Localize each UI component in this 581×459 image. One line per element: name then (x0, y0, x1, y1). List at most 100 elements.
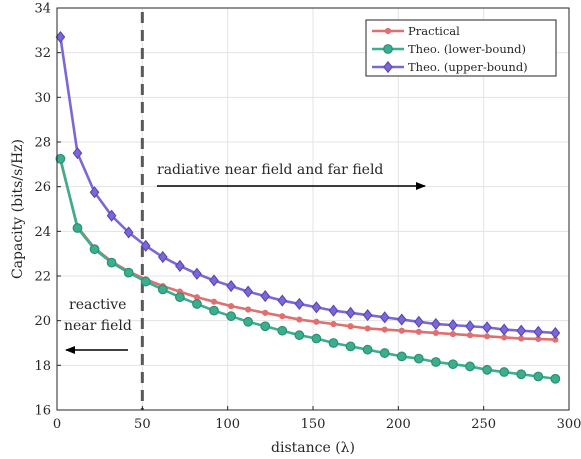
data-point (413, 353, 424, 364)
data-point (330, 320, 337, 328)
data-point (398, 327, 405, 334)
data-point (210, 298, 218, 305)
x-tick-label: 250 (471, 417, 496, 432)
data-point (430, 357, 441, 367)
data-point (296, 316, 303, 323)
data-point (384, 27, 392, 35)
data-point (533, 371, 544, 382)
data-point (396, 351, 407, 362)
data-point (209, 305, 219, 316)
legend-label: Theo. (lower-bound) (408, 42, 526, 56)
data-point (383, 60, 393, 74)
data-point (55, 153, 66, 164)
y-tick-label: 30 (34, 91, 51, 106)
x-tick-label: 150 (301, 417, 326, 432)
data-point (413, 315, 424, 328)
y-tick-label: 20 (34, 314, 51, 329)
annotation-reactive-line: near field (64, 318, 132, 334)
data-point (381, 326, 388, 333)
data-point (347, 323, 354, 330)
data-point (465, 361, 475, 372)
data-point (243, 316, 254, 327)
data-point (294, 330, 305, 341)
data-point (328, 304, 339, 317)
data-point (175, 259, 185, 273)
data-point (516, 324, 527, 337)
legend-entry: Theo. (upper-bound) (372, 60, 528, 74)
data-point (123, 226, 134, 239)
x-tick-label: 300 (557, 417, 581, 432)
y-tick-label: 28 (34, 136, 51, 151)
legend-entry: Theo. (lower-bound) (372, 42, 526, 56)
x-tick-label: 200 (386, 417, 411, 432)
data-point (328, 338, 339, 348)
data-point (550, 326, 561, 340)
data-point (140, 276, 151, 287)
annotation-radiative: radiative near field and far field (157, 162, 383, 178)
data-point (72, 147, 83, 160)
data-point (431, 317, 441, 331)
y-tick-label: 32 (34, 46, 51, 61)
data-point (89, 244, 100, 255)
data-point (533, 325, 544, 338)
y-tick-label: 24 (34, 225, 51, 240)
data-point (499, 367, 510, 377)
data-point (209, 274, 219, 287)
data-point (383, 44, 393, 54)
data-point (277, 294, 288, 307)
data-point (55, 30, 66, 44)
series-layer (55, 30, 561, 384)
data-point (260, 290, 271, 303)
x-tick-label: 50 (134, 417, 151, 432)
data-point (123, 267, 134, 278)
data-point (106, 257, 117, 268)
x-axis-label: distance (λ) (271, 440, 355, 456)
series-2 (55, 30, 561, 340)
data-point (260, 321, 271, 332)
data-point (362, 344, 373, 355)
legend-entry: Practical (372, 24, 460, 38)
data-point (379, 311, 390, 324)
data-point (415, 328, 422, 335)
data-point (313, 318, 320, 325)
data-point (106, 209, 117, 222)
series-1 (55, 153, 561, 384)
data-point (243, 285, 254, 298)
data-point (466, 332, 474, 339)
data-point (89, 186, 100, 199)
data-point (311, 333, 322, 344)
data-point (226, 311, 236, 322)
data-point (449, 330, 457, 338)
data-point (277, 325, 288, 336)
data-point (483, 333, 491, 340)
data-point (516, 369, 527, 380)
data-point (262, 309, 269, 316)
legend-label: Theo. (upper-bound) (408, 60, 528, 74)
data-point (482, 321, 492, 334)
data-point (227, 303, 235, 310)
data-point (448, 359, 458, 370)
data-point (550, 373, 561, 384)
data-point (345, 341, 356, 352)
data-point (482, 364, 492, 375)
data-point (279, 313, 286, 320)
data-point (499, 323, 510, 336)
data-point (345, 306, 356, 319)
y-tick-label: 34 (34, 2, 51, 17)
legend-label: Practical (408, 24, 460, 38)
data-point (294, 297, 305, 310)
data-point (245, 306, 252, 313)
data-point (192, 267, 202, 280)
x-tick-label: 100 (215, 417, 240, 432)
data-point (364, 325, 371, 332)
data-point (140, 239, 151, 252)
data-point (72, 223, 83, 233)
data-point (379, 348, 390, 358)
tick-labels: 0 50 100 150 200 250 300 16 18 20 22 24 26 28 30 32 34 (34, 2, 581, 433)
data-point (174, 292, 185, 303)
data-point (157, 250, 168, 264)
annotation-reactive-line: reactive (69, 297, 126, 313)
data-point (157, 284, 168, 295)
annotations: radiative near field and far field reacti… (64, 162, 426, 354)
